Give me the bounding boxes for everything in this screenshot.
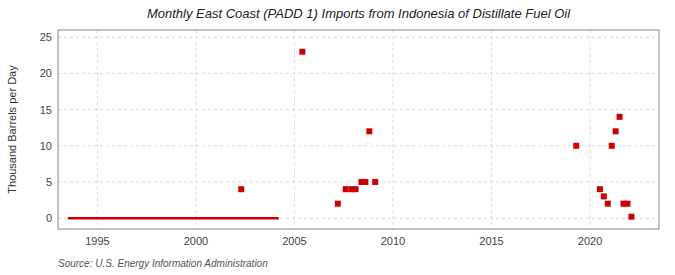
y-grid-line bbox=[58, 109, 659, 110]
scatter-point bbox=[343, 186, 349, 192]
scatter-point bbox=[353, 186, 359, 192]
y-grid-line bbox=[58, 37, 659, 38]
chart: 0 5 10 15 20 25 1995 2000 2005 2010 2015 2020 Monthl… bbox=[0, 0, 675, 275]
x-tick-label: 2010 bbox=[381, 235, 405, 247]
scatter-point bbox=[573, 143, 579, 149]
x-tick-label: 2005 bbox=[282, 235, 306, 247]
marks bbox=[68, 49, 635, 220]
y-grid-line bbox=[58, 145, 659, 146]
x-grid-line bbox=[97, 30, 98, 229]
plot-frame bbox=[58, 30, 659, 229]
scatter-point bbox=[601, 193, 607, 199]
title: Monthly East Coast (PADD 1) Imports from… bbox=[147, 6, 571, 21]
scatter-point bbox=[597, 186, 603, 192]
y-tick-label: 5 bbox=[46, 176, 52, 188]
zero-line bbox=[68, 217, 279, 220]
ticks: 0 5 10 15 20 25 1995 2000 2005 2010 2015 2020 bbox=[40, 31, 603, 247]
x-tick-label: 2020 bbox=[578, 235, 602, 247]
y-tick-label: 15 bbox=[40, 104, 52, 116]
x-grid-line bbox=[491, 30, 492, 229]
grid bbox=[58, 30, 659, 229]
source-note: Source: U.S. Energy Information Administ… bbox=[58, 258, 268, 269]
plot-area bbox=[58, 30, 659, 229]
scatter-point bbox=[605, 201, 611, 207]
scatter-point bbox=[624, 201, 630, 207]
y-tick-label: 20 bbox=[40, 67, 52, 79]
y-grid-line bbox=[58, 218, 659, 219]
x-grid-line bbox=[392, 30, 393, 229]
y-tick-label: 10 bbox=[40, 140, 52, 152]
scatter-point bbox=[628, 214, 634, 220]
y-axis-label: Thousand Barrels per Day bbox=[6, 65, 18, 194]
scatter-point bbox=[335, 201, 341, 207]
x-grid-line bbox=[590, 30, 591, 229]
scatter-point bbox=[362, 179, 368, 185]
scatter-point bbox=[366, 128, 372, 134]
scatter-point bbox=[609, 143, 615, 149]
scatter-point bbox=[238, 186, 244, 192]
x-tick-label: 1995 bbox=[85, 235, 109, 247]
scatter-point bbox=[372, 179, 378, 185]
scatter-point bbox=[613, 128, 619, 134]
x-tick-label: 2015 bbox=[479, 235, 503, 247]
x-grid-line bbox=[195, 30, 196, 229]
y-tick-label: 0 bbox=[46, 212, 52, 224]
scatter-point bbox=[617, 114, 623, 120]
y-grid-line bbox=[58, 73, 659, 74]
x-grid-line bbox=[294, 30, 295, 229]
scatter-point bbox=[299, 49, 305, 55]
x-tick-label: 2000 bbox=[184, 235, 208, 247]
y-tick-label: 25 bbox=[40, 31, 52, 43]
